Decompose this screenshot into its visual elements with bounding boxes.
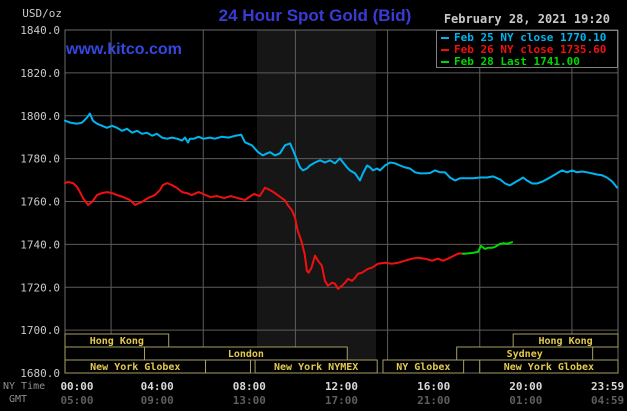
y-tick-label: 1680.0 — [20, 367, 60, 380]
x-tick-ny-label: 23:59 — [591, 380, 624, 393]
session-bar-label: Hong Kong — [538, 336, 592, 347]
legend-item: Feb 28 Last 1741.00 — [441, 56, 617, 68]
y-tick-label: 1840.0 — [20, 24, 60, 37]
legend-color-dash-cyan — [441, 37, 449, 39]
x-tick-ny-label: 08:00 — [233, 380, 266, 393]
session-bar-label: Sydney — [507, 349, 543, 360]
x-axis-ny-caption: NY Time — [3, 381, 46, 392]
legend-item-label: Feb 28 Last 1741.00 — [454, 55, 580, 68]
legend-item-label: Feb 26 NY close 1735.60 — [454, 43, 607, 56]
x-tick-ny-label: 12:00 — [325, 380, 358, 393]
price-line-feb-26 — [64, 181, 466, 290]
x-tick-ny-label: 20:00 — [509, 380, 542, 393]
session-bar-label: New York Globex — [90, 362, 180, 373]
session-bar-label: Hong Kong — [90, 336, 144, 347]
legend-color-dash-green — [441, 61, 449, 63]
y-tick-label: 1800.0 — [20, 110, 60, 123]
x-tick-gmt-label: 01:00 — [509, 394, 542, 407]
price-line-feb-25 — [64, 112, 619, 189]
session-bar — [479, 359, 619, 374]
legend-item: Feb 26 NY close 1735.60 — [441, 44, 617, 56]
session-bar — [64, 346, 145, 361]
session-bar-label: London — [228, 349, 264, 360]
y-tick-label: 1700.0 — [20, 324, 60, 337]
legend-item-label: Feb 25 NY close 1770.10 — [454, 31, 607, 44]
session-bar — [205, 359, 251, 374]
x-tick-gmt-label: 17:00 — [325, 394, 358, 407]
y-tick-label: 1740.0 — [20, 238, 60, 251]
y-tick-label: 1760.0 — [20, 196, 60, 209]
x-tick-ny-label: 04:00 — [141, 380, 174, 393]
x-tick-gmt-label: 21:00 — [417, 394, 450, 407]
legend-item: Feb 25 NY close 1770.10 — [441, 32, 617, 44]
session-bar-label: New York NYMEX — [274, 362, 358, 373]
session-bar-label: New York Globex — [504, 362, 594, 373]
x-tick-gmt-label: 13:00 — [233, 394, 266, 407]
y-tick-label: 1720.0 — [20, 281, 60, 294]
x-tick-ny-label: 16:00 — [417, 380, 450, 393]
x-tick-gmt-label: 05:00 — [60, 394, 93, 407]
chart-legend: Feb 25 NY close 1770.10 Feb 26 NY close … — [436, 30, 618, 68]
session-bar — [382, 359, 465, 374]
price-line-feb-28 — [461, 241, 513, 255]
y-tick-label: 1820.0 — [20, 67, 60, 80]
legend-color-dash-red — [441, 49, 449, 51]
y-tick-label: 1780.0 — [20, 153, 60, 166]
x-tick-gmt-label: 09:00 — [141, 394, 174, 407]
session-bar — [254, 359, 378, 374]
y-axis-unit-label: USD/oz — [22, 7, 62, 20]
x-axis-gmt-caption: GMT — [9, 394, 28, 405]
kitco-watermark-link[interactable]: www.kitco.com — [66, 41, 182, 58]
session-bar-label: NY Globex — [396, 362, 450, 373]
x-tick-ny-label: 00:00 — [60, 380, 93, 393]
chart-datetime: February 28, 2021 19:20 — [443, 12, 610, 26]
x-tick-gmt-label: 04:59 — [591, 394, 624, 407]
chart-title: 24 Hour Spot Gold (Bid) — [218, 6, 412, 25]
